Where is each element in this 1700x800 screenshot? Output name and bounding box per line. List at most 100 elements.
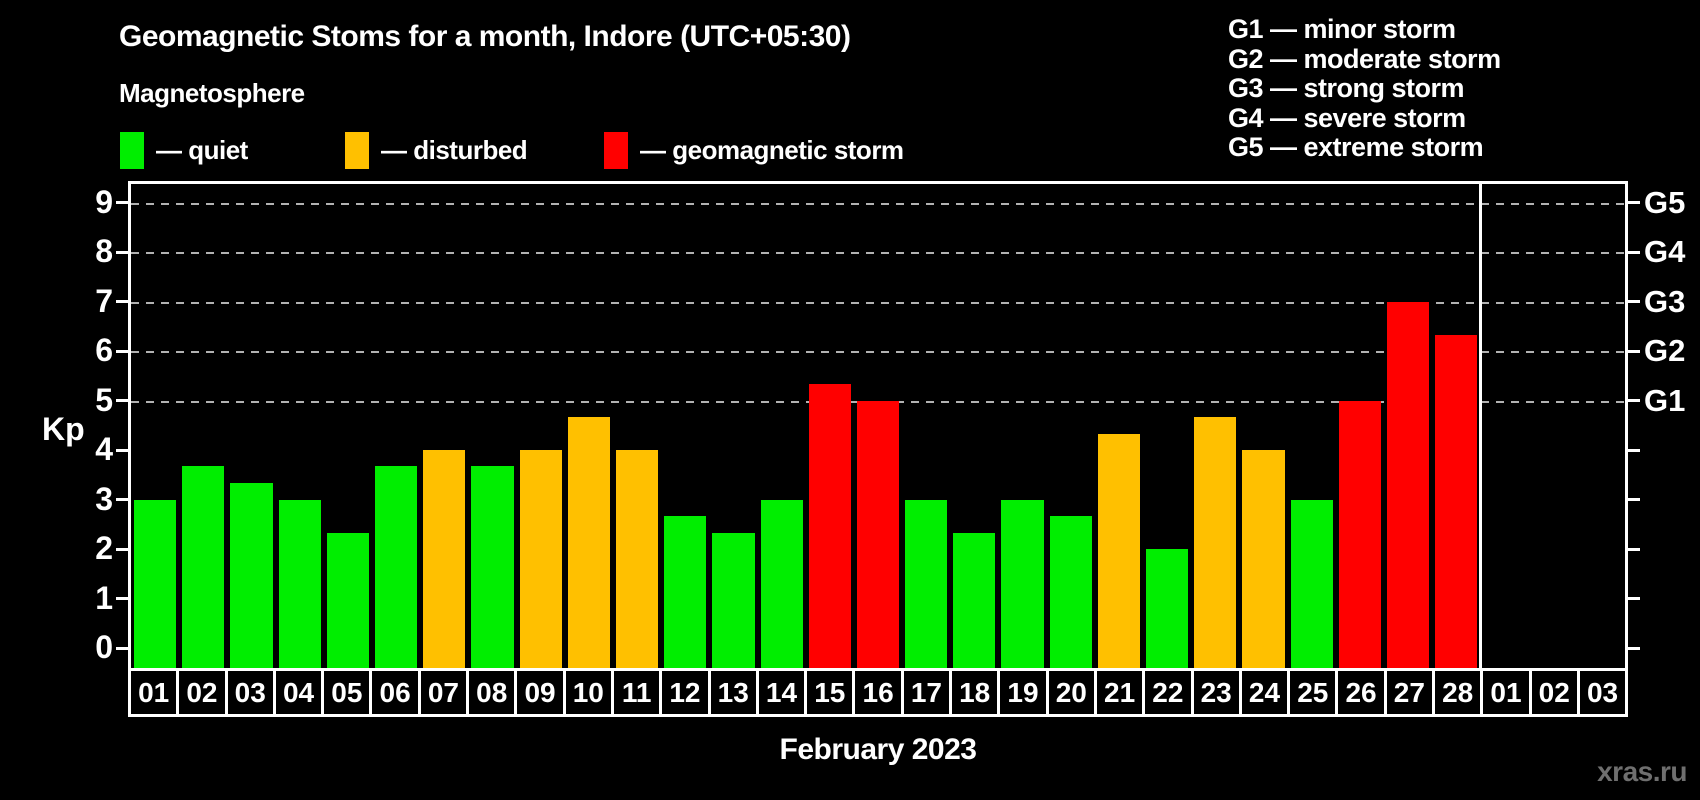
kp-bar-day-09 [519,450,562,669]
right-axis-tick [1628,201,1640,204]
watermark: xras.ru [1597,756,1687,787]
kp-bar-day-07 [423,450,466,669]
kp-bar-day-12 [664,515,707,669]
g-axis-label: G4 [1644,234,1686,269]
y-axis-tick-label: 7 [95,282,113,319]
left-axis-tick [116,448,128,452]
day-label-cell: 02 [1528,668,1580,717]
day-label-cell: 24 [1238,668,1291,717]
y-axis-tick-label: 9 [95,183,113,220]
y-axis-tick-label: 1 [95,579,113,616]
day-label-row: 01 02 03 04 05 06 07 08 09 10 11 12 13 14 15 16 17 18 19 20… [128,668,1629,717]
day-label-cell: 07 [417,668,470,717]
y-axis-tick-label: 8 [95,233,113,269]
kp-bar-day-08 [471,466,514,669]
quiet-color-swatch [120,131,144,169]
kp-bar-day-20 [1049,515,1092,669]
day-label-cell: 04 [272,668,325,717]
legend-item-quiet: — quiet [120,131,248,169]
g-axis-label: G2 [1644,333,1686,368]
storm-color-swatch [604,131,628,169]
day-label-cell: 01 [1480,668,1532,717]
kp-bar-day-13 [712,532,755,669]
kp-bar-day-15 [808,384,851,669]
kp-bar-day-06 [374,466,418,669]
legend-item-disturbed: — disturbed [345,131,528,169]
y-axis-tick-label: 3 [95,480,113,517]
g-axis-label: G3 [1644,283,1686,319]
storm-scale-legend: G1 — minor storm G2 — moderate storm G3 — … [1228,14,1501,163]
chart-subtitle: Magnetosphere [119,78,305,108]
left-axis-tick [116,300,128,303]
legend-item-label: — geomagnetic storm [640,134,904,165]
day-label-cell: 03 [1576,668,1629,717]
month-label: February 2023 [779,733,977,766]
y-axis-tick-label: 4 [95,431,113,467]
left-axis-tick [116,547,128,551]
month-separator-line [1478,184,1482,669]
plot-area [131,184,1625,669]
day-label-cell: 19 [997,668,1049,717]
day-label-cell: 16 [852,668,904,717]
kp-bar-day-01 [134,499,177,669]
kp-bar-day-16 [856,400,900,669]
storm-scale-line: G2 — moderate storm [1228,43,1501,74]
day-label-cell: 20 [1045,668,1097,717]
kp-bar-day-21 [1097,433,1141,669]
left-axis-tick [116,399,128,402]
day-label-cell: 08 [466,668,518,717]
day-label-cell: 18 [949,668,1001,717]
kp-bar-day-11 [615,450,659,669]
kp-bar-day-22 [1146,549,1189,669]
gridline [131,351,1625,353]
y-axis-tick-label: 6 [95,332,113,368]
kp-bar-day-19 [1001,499,1044,669]
kp-bar-day-25 [1290,499,1333,669]
day-label-cell: 14 [755,668,808,717]
day-label-cell: 01 [128,668,180,717]
day-label-cell: 21 [1093,668,1146,717]
y-axis-tick-label: 2 [95,530,113,566]
gridline [131,301,1625,304]
day-label-cell: 03 [224,668,276,717]
kp-bar-day-24 [1242,450,1285,669]
left-axis-tick [116,498,128,501]
day-label-cell: 26 [1335,668,1387,717]
left-axis-tick [116,201,128,204]
kp-bar-day-23 [1194,416,1237,669]
storm-scale-line: G5 — extreme storm [1228,132,1484,162]
kp-bar-day-17 [905,499,948,669]
storm-scale-line: G1 — minor storm [1228,14,1456,44]
right-axis-tick [1628,597,1640,600]
right-axis-tick [1628,498,1640,501]
left-axis-tick [116,597,128,600]
left-axis-tick [116,250,128,254]
legend-item-label: — disturbed [381,134,528,165]
kp-bar-day-03 [230,483,273,669]
kp-bar-day-10 [567,416,610,669]
day-label-cell: 22 [1142,668,1194,717]
kp-bar-day-26 [1338,400,1382,669]
right-axis-tick [1628,448,1640,452]
kp-bar-day-28 [1435,334,1478,669]
legend-item-storm: — geomagnetic storm [604,131,904,169]
day-label-cell: 11 [610,668,663,717]
day-label-cell: 27 [1383,668,1436,717]
gridline [131,252,1625,254]
gridline [131,202,1625,205]
kp-bar-chart [128,181,1628,669]
right-axis-tick [1628,399,1640,402]
day-label-cell: 12 [659,668,711,717]
y-axis-tick-label: 5 [95,381,113,418]
kp-bar-day-05 [326,532,369,669]
left-axis-tick [116,646,128,650]
g-axis-label: G5 [1644,184,1686,220]
y-axis-title: Kp [42,411,85,447]
kp-bar-day-02 [182,466,225,669]
day-label-cell: 09 [514,668,566,717]
storm-scale-line: G3 — strong storm [1228,73,1465,103]
chart-title: Geomagnetic Stoms for a month, Indore (U… [119,20,851,53]
kp-bar-day-27 [1387,301,1430,669]
kp-bar-day-18 [953,532,996,669]
storm-scale-line: G4 — severe storm [1228,102,1466,133]
